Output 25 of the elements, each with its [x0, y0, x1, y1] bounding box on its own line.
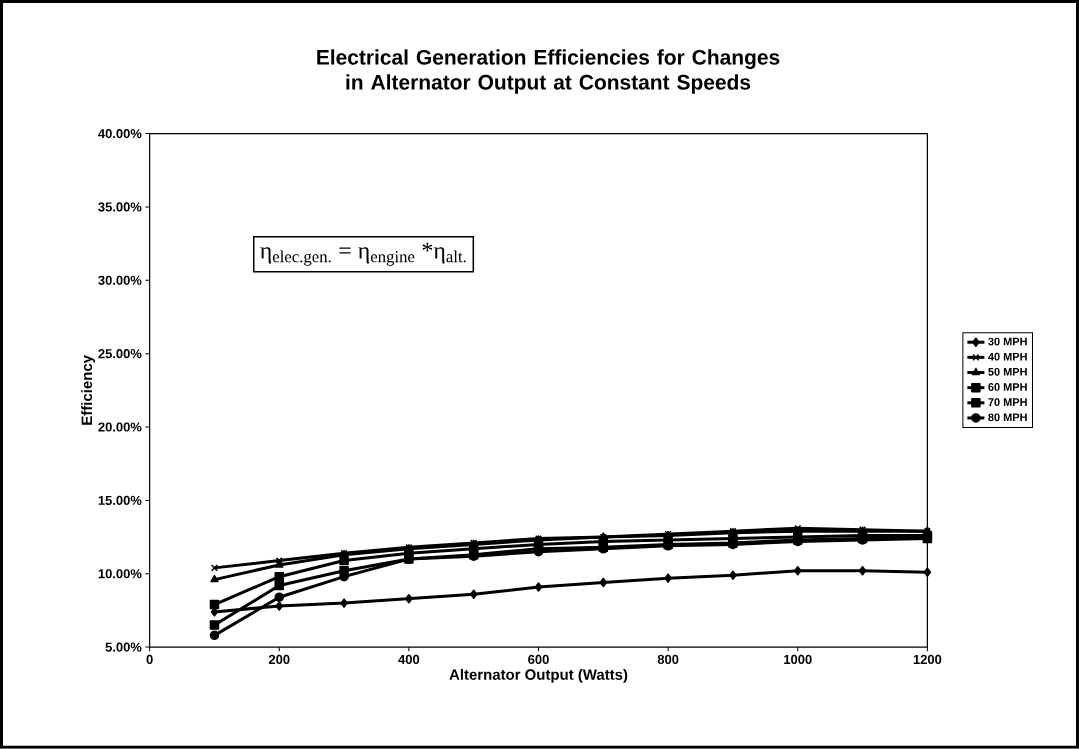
y-tick-label: 30.00%: [98, 275, 142, 286]
x-axis-title: Alternator Output (Watts): [449, 669, 628, 683]
legend-label: 50 MPH: [988, 368, 1027, 376]
y-axis-title: Efficiency: [81, 355, 96, 425]
y-tick-label: 35.00%: [98, 202, 142, 212]
legend-label: 60 MPH: [988, 383, 1027, 391]
y-tick-label: 25.00%: [98, 349, 142, 359]
y-tick-label: 20.00%: [98, 422, 142, 432]
legend-label: 40 MPH: [988, 352, 1027, 361]
y-tick-label: 5.00%: [105, 642, 142, 652]
y-tick-label: 40.00%: [98, 129, 142, 139]
x-tick-label: 400: [398, 655, 420, 665]
x-tick-label: 200: [268, 655, 290, 665]
y-tick-label: 15.00%: [98, 495, 142, 506]
x-tick-label: 1200: [913, 655, 942, 665]
x-tick-label: 1000: [784, 655, 812, 665]
x-tick-label: 800: [657, 655, 679, 665]
legend-label: 70 MPH: [988, 398, 1027, 407]
legend-label: 30 MPH: [988, 337, 1027, 346]
x-tick-label: 0: [146, 655, 153, 665]
chart-title: Electrical Generation Efficiencies for Changes in Alternator Output at Constant Speeds: [317, 49, 780, 94]
y-tick-label: 10.00%: [98, 569, 142, 579]
annotation: η$_{elec.gen.}$ = η$_{engine}$ *η$_{alt.}$: [260, 242, 466, 266]
x-tick-label: 600: [528, 655, 549, 665]
legend-label: 80 MPH: [988, 413, 1027, 422]
